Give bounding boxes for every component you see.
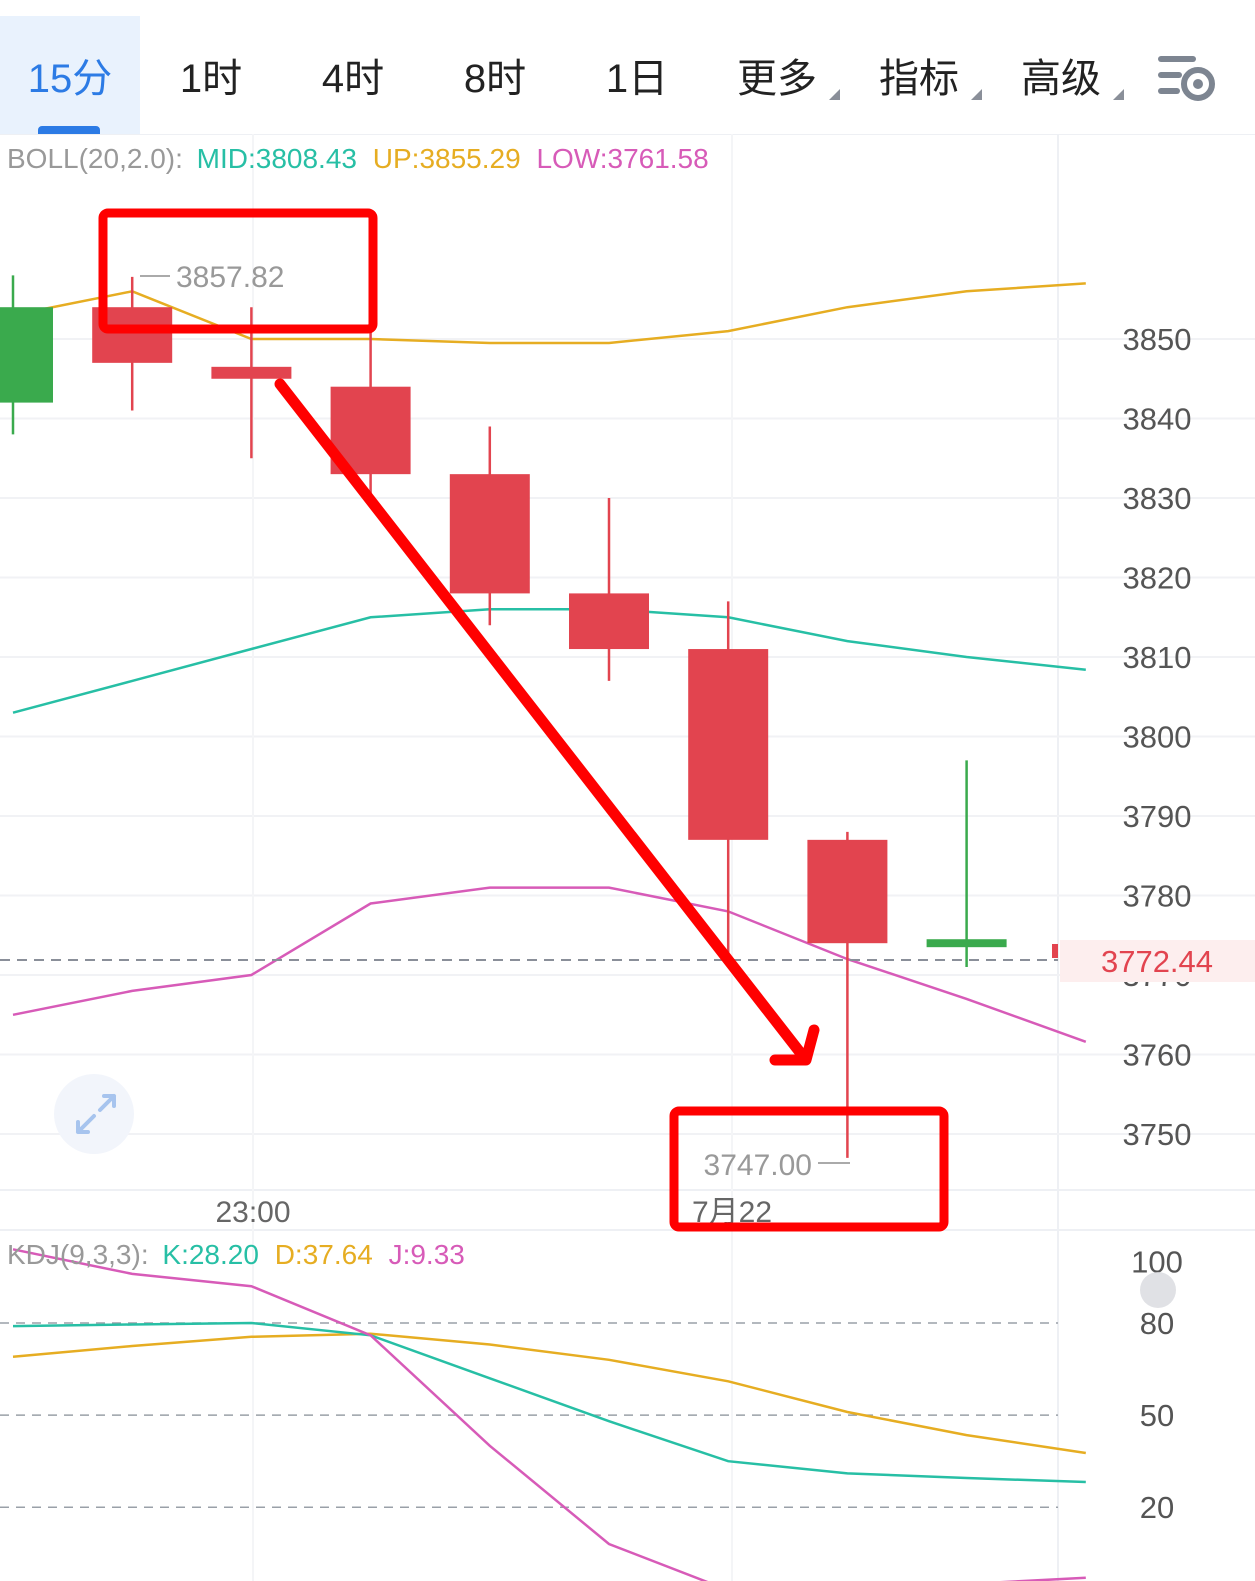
- tab-3[interactable]: 4时: [282, 16, 424, 134]
- tab-label: 1日: [605, 57, 669, 101]
- boll-mid-line: [12, 608, 1086, 714]
- low-price-label: 3747.00: [704, 1149, 812, 1182]
- kdj-j-line: [12, 1248, 1086, 1581]
- current-price-badge: [1060, 940, 1255, 982]
- tab-label: 15分: [27, 57, 113, 101]
- candle-body: [449, 474, 530, 594]
- kdj-legend-j: J:9.33: [389, 1239, 465, 1270]
- tab-8[interactable]: 高级: [990, 16, 1132, 134]
- boll-legend-name: BOLL(20,2.0):: [7, 143, 183, 174]
- candle-body: [0, 307, 53, 403]
- price-tick-label: 3850: [1123, 322, 1192, 357]
- price-tick-label: 3760: [1123, 1038, 1192, 1073]
- time-label-2300: 23:00: [215, 1196, 290, 1229]
- tab-label: 高级: [1021, 57, 1101, 101]
- boll-legend-low: LOW:3761.58: [536, 143, 708, 174]
- expand-chart-icon[interactable]: [54, 1074, 134, 1154]
- price-tick-label: 3820: [1123, 561, 1192, 596]
- chart-settings-icon[interactable]: [1154, 50, 1218, 106]
- boll-lower-line: [12, 886, 1087, 1043]
- downtrend-arrow: [274, 378, 820, 1066]
- dropdown-caret-icon: [829, 89, 840, 100]
- low-annotation-box: [669, 1106, 949, 1232]
- price-tick-label: 3840: [1123, 402, 1192, 437]
- candle-body: [807, 839, 888, 944]
- tab-4[interactable]: 8时: [424, 16, 566, 134]
- timeframe-tabs: 15分 1时 4时 8时 1日 更多 指标 高级: [0, 0, 1255, 135]
- dropdown-caret-icon: [1113, 89, 1124, 100]
- current-price-label: 3772.44: [1101, 944, 1213, 979]
- boll-upper-line: [12, 282, 1086, 345]
- high-annotation-box: [98, 208, 378, 334]
- boll-bands: [12, 282, 1087, 1043]
- kdj-tick-label: 50: [1140, 1398, 1174, 1433]
- kdj-tick-label: 80: [1140, 1306, 1174, 1341]
- tab-label: 4时: [321, 57, 385, 101]
- tab-label: 8时: [463, 57, 527, 101]
- price-grid: [0, 134, 1255, 1581]
- price-tick-label: 3790: [1123, 799, 1192, 834]
- tab-label: 指标: [879, 57, 959, 101]
- kdj-legend-name: KDJ(9,3,3):: [7, 1239, 149, 1270]
- tab-2[interactable]: 1时: [140, 16, 282, 134]
- price-tick-label: 3750: [1123, 1117, 1192, 1152]
- current-price-marker: [1052, 944, 1058, 958]
- candle-body: [688, 649, 769, 840]
- kdj-tick-label: 20: [1140, 1490, 1174, 1525]
- price-axis: 3850384038303820381038003790378037703760…: [1123, 322, 1192, 1152]
- kline-watermark-icon: [1140, 1272, 1176, 1308]
- tab-6[interactable]: 更多: [706, 16, 848, 134]
- kdj-lines: [12, 1248, 1086, 1581]
- price-tick-label: 3800: [1123, 720, 1192, 755]
- kdj-legend-k: K:28.20: [162, 1239, 259, 1270]
- kdj-legend-d: D:37.64: [275, 1239, 373, 1270]
- tab-5[interactable]: 1日: [566, 16, 708, 134]
- kdj-legend: KDJ(9,3,3): K:28.20 D:37.64 J:9.33: [7, 1239, 465, 1270]
- boll-legend: BOLL(20,2.0): MID:3808.43 UP:3855.29 LOW…: [7, 143, 709, 174]
- candle-body: [926, 939, 1007, 948]
- kdj-k-line: [12, 1321, 1086, 1484]
- tab-1[interactable]: 15分: [0, 16, 140, 134]
- tab-7[interactable]: 指标: [848, 16, 990, 134]
- candles: [0, 275, 1007, 1158]
- kdj-d-line: [12, 1332, 1086, 1455]
- tab-label: 更多: [737, 57, 817, 101]
- active-tab-indicator: [38, 126, 100, 134]
- candle-body: [211, 366, 292, 379]
- tab-label: 1时: [179, 57, 243, 101]
- dropdown-caret-icon: [971, 89, 982, 100]
- high-price-label: 3857.82: [176, 261, 284, 294]
- boll-legend-mid: MID:3808.43: [197, 143, 357, 174]
- price-tick-label: 3810: [1123, 640, 1192, 675]
- boll-legend-up: UP:3855.29: [373, 143, 521, 174]
- price-tick-label: 3780: [1123, 879, 1192, 914]
- candle-body: [569, 593, 649, 650]
- price-tick-label: 3830: [1123, 481, 1192, 516]
